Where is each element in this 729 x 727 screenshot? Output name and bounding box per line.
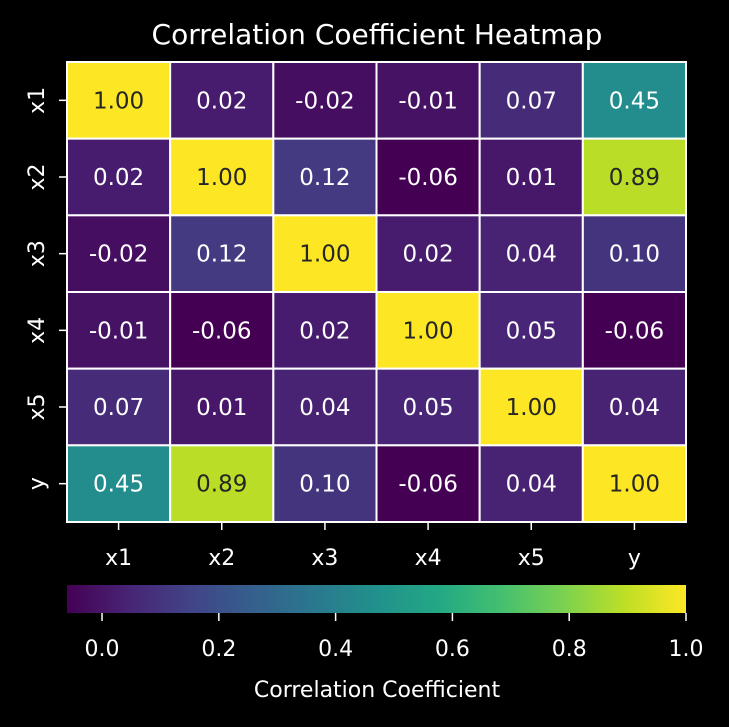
colorbar-ticks: 0.0 0.2 0.4 0.6 0.8 1.0 [85,613,704,662]
cell-value-label: -0.01 [89,318,149,344]
chart-title: Correlation Coefficient Heatmap [152,18,603,51]
cell-value-label: 0.12 [196,242,247,268]
heatmap-cell-x4-x5 [478,291,584,370]
cell-value-label: 0.45 [93,472,144,498]
cell-value-label: 1.00 [506,395,557,421]
heatmap-cell-x5-x3 [272,367,378,447]
x-axis: x1 x2 x3 x4 x5 y [105,522,641,571]
x-tick-label-y: y [628,546,641,571]
cell-value-label: 0.10 [299,472,350,498]
x-tick-label-x3: x3 [311,546,338,571]
colorbar-tick-label: 0.4 [318,637,353,662]
heatmap-cell-x2-y [581,137,687,217]
heatmap-cell-x4-x2 [169,291,275,370]
cell-value-label: 0.05 [506,318,557,344]
cell-value-label: -0.01 [398,88,458,114]
cell-value-label: 0.02 [299,318,350,344]
cell-value-label: 0.01 [196,395,247,421]
heatmap-cell-x4-x4 [375,291,481,370]
colorbar: 0.0 0.2 0.4 0.6 0.8 1.0 Correlation Coefficie… [67,585,704,703]
x-tick-label-x1: x1 [105,546,132,571]
cell-value-label: -0.02 [89,242,149,268]
cell-value-label: 1.00 [196,165,247,191]
colorbar-tick-label: 0.0 [85,637,120,662]
cell-value-label: 0.02 [402,242,453,268]
cell-value-label: -0.06 [605,318,665,344]
cell-value-label: 0.07 [93,395,144,421]
heatmap-cell-x5-x4 [375,367,481,447]
cell-value-label: 0.12 [299,165,350,191]
cell-value-label: 0.02 [196,88,247,114]
heatmap-cell-x5-x5 [478,367,584,447]
cell-value-label: 0.01 [506,165,557,191]
heatmap-cell-x4-x1 [66,291,172,370]
y-axis: x1 x2 x3 x4 x5 y [25,87,67,490]
x-tick-label-x5: x5 [518,546,545,571]
colorbar-gradient [67,585,686,613]
y-tick-label-y: y [25,477,50,490]
cell-value-label: 0.04 [299,395,350,421]
y-tick-label-x4: x4 [25,317,50,344]
cell-value-label: 0.89 [196,472,247,498]
heatmap-cell-y-y [581,444,687,524]
heatmap-cell-x3-x5 [478,214,584,293]
heatmap-cells [66,61,687,524]
heatmap-cell-x1-x2 [169,61,275,140]
heatmap-cell-x4-x3 [272,291,378,370]
y-tick-label-x1: x1 [25,87,50,114]
cell-value-label: 0.45 [609,88,660,114]
cell-value-label: 0.04 [609,395,660,421]
heatmap-cell-y-x1 [66,444,172,524]
cell-value-label: -0.06 [192,318,252,344]
heatmap-cell-x4-y [581,291,687,370]
cell-value-label: 0.89 [609,165,660,191]
colorbar-tick-label: 0.2 [201,637,236,662]
heatmap-annotations: 1.00 0.02 -0.02 -0.01 0.07 0.45 0.02 1.00 0.12 -0… [89,88,664,497]
cell-value-label: 1.00 [93,88,144,114]
cell-value-label: 0.05 [402,395,453,421]
cell-value-label: 0.04 [506,472,557,498]
cell-value-label: -0.06 [398,165,458,191]
x-tick-label-x4: x4 [415,546,442,571]
heatmap-cell-x3-x4 [375,214,481,293]
cell-value-label: 0.10 [609,242,660,268]
y-tick-label-x2: x2 [25,163,50,190]
cell-value-label: 1.00 [402,318,453,344]
colorbar-tick-label: 1.0 [669,637,704,662]
colorbar-label: Correlation Coefficient [254,678,501,703]
heatmap-cell-x5-y [581,367,687,447]
cell-value-label: 1.00 [299,242,350,268]
heatmap-cell-x2-x2 [169,137,275,217]
cell-value-label: 0.07 [506,88,557,114]
cell-value-label: 0.02 [93,165,144,191]
cell-value-label: 1.00 [609,472,660,498]
cell-value-label: 0.04 [506,242,557,268]
y-tick-label-x5: x5 [25,393,50,420]
heatmap-cell-x3-y [581,214,687,293]
x-tick-label-x2: x2 [208,546,235,571]
heatmap-cell-x3-x2 [169,214,275,293]
heatmap-cell-x1-x1 [66,61,172,140]
heatmap-cell-x2-x4 [375,137,481,217]
heatmap-cell-x1-y [581,61,687,140]
cell-value-label: -0.06 [398,472,458,498]
colorbar-tick-label: 0.8 [552,637,587,662]
cell-value-label: -0.02 [295,88,355,114]
colorbar-tick-label: 0.6 [435,637,470,662]
y-tick-label-x3: x3 [25,240,50,267]
